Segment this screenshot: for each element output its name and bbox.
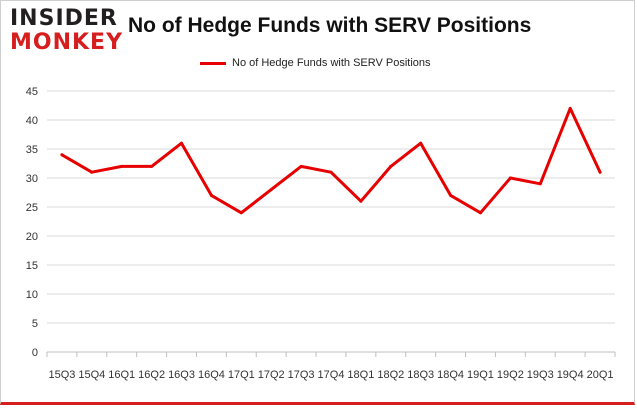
data-point-0-12	[419, 141, 423, 145]
y-tick-label-2: 10	[26, 289, 38, 301]
x-tick-label-17: 19Q4	[557, 369, 584, 381]
data-point-0-17	[568, 106, 572, 110]
x-tick-label-0: 15Q3	[48, 369, 75, 381]
x-tick-label-15: 19Q2	[497, 369, 524, 381]
logo-text-top: INSIDER	[10, 6, 118, 31]
data-point-0-4	[180, 141, 184, 145]
y-tick-label-8: 40	[26, 115, 38, 127]
y-tick-label-7: 35	[26, 144, 38, 156]
data-point-0-7	[269, 188, 273, 192]
logo-text-bottom: MONKEY	[10, 30, 124, 55]
y-tick-label-1: 5	[32, 318, 38, 330]
y-tick-label-5: 25	[26, 202, 38, 214]
x-tick-label-16: 19Q3	[527, 369, 554, 381]
data-point-0-11	[389, 164, 393, 168]
data-point-0-14	[478, 211, 482, 215]
data-point-0-6	[239, 211, 243, 215]
x-tick-label-9: 17Q4	[318, 369, 345, 381]
x-tick-label-11: 18Q2	[377, 369, 404, 381]
x-tick-label-18: 20Q1	[587, 369, 614, 381]
x-tick-label-14: 19Q1	[467, 369, 494, 381]
data-point-0-13	[449, 193, 453, 197]
x-tick-label-13: 18Q4	[437, 369, 464, 381]
data-point-0-9	[329, 170, 333, 174]
y-tick-label-3: 15	[26, 260, 38, 272]
data-point-0-15	[508, 176, 512, 180]
y-tick-label-9: 45	[26, 86, 38, 98]
data-point-0-2	[120, 164, 124, 168]
y-tick-label-0: 0	[32, 347, 38, 359]
x-tick-label-7: 17Q2	[258, 369, 285, 381]
y-tick-label-6: 30	[26, 173, 38, 185]
data-point-0-8	[299, 164, 303, 168]
data-point-0-1	[90, 170, 94, 174]
x-tick-label-4: 16Q3	[168, 369, 195, 381]
x-tick-label-6: 17Q1	[228, 369, 255, 381]
chart-title: No of Hedge Funds with SERV Positions	[128, 14, 532, 37]
x-tick-label-10: 18Q1	[347, 369, 374, 381]
x-tick-label-1: 15Q4	[78, 369, 105, 381]
x-tick-label-12: 18Q3	[407, 369, 434, 381]
insider-monkey-logo: INSIDER MONKEY	[8, 6, 124, 56]
data-point-0-0	[60, 153, 64, 157]
data-point-0-3	[150, 164, 154, 168]
x-tick-label-3: 16Q2	[138, 369, 165, 381]
y-tick-label-4: 20	[26, 231, 38, 243]
x-tick-label-5: 16Q4	[198, 369, 225, 381]
data-point-0-5	[209, 193, 213, 197]
legend-label: No of Hedge Funds with SERV Positions	[232, 57, 431, 69]
data-point-0-10	[359, 199, 363, 203]
chart-legend: No of Hedge Funds with SERV Positions	[200, 56, 431, 70]
series-line-0	[60, 106, 602, 215]
data-point-0-18	[598, 170, 602, 174]
x-tick-label-2: 16Q1	[108, 369, 135, 381]
x-tick-label-8: 17Q3	[288, 369, 315, 381]
data-point-0-16	[538, 182, 542, 186]
legend-swatch	[200, 61, 226, 65]
